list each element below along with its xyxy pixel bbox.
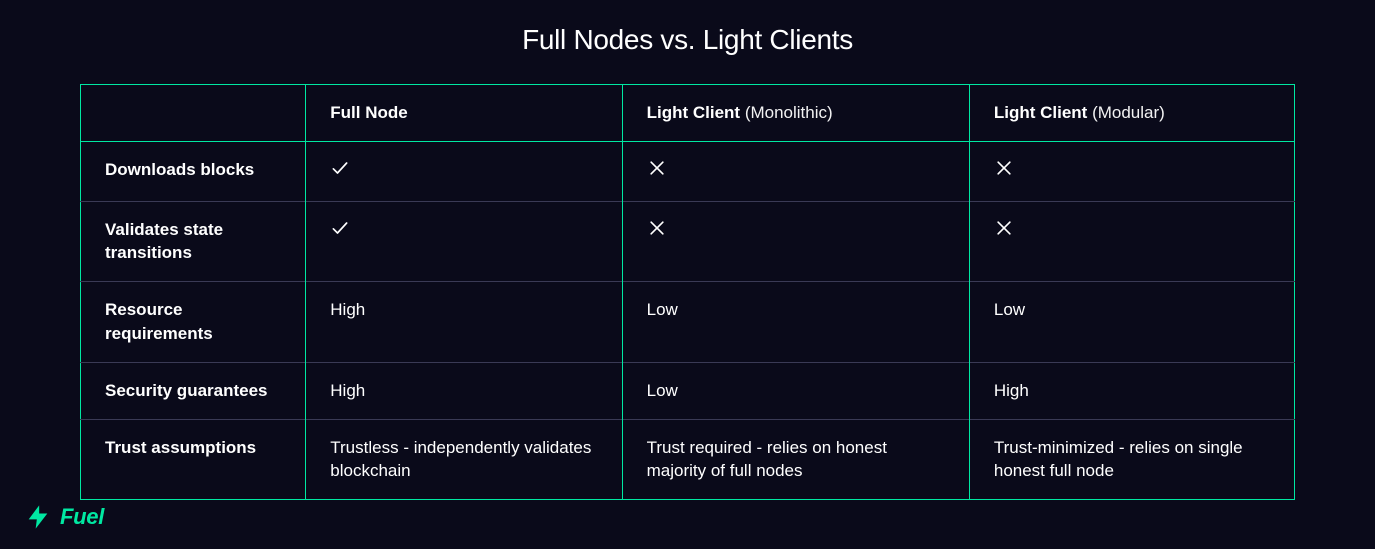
- cross-icon: [994, 163, 1014, 182]
- lightning-bolt-icon: [24, 503, 52, 531]
- page-title: Full Nodes vs. Light Clients: [0, 0, 1375, 84]
- row-cell: High: [306, 282, 622, 363]
- row-cell: Trust required - relies on honest majori…: [622, 419, 969, 500]
- row-label: Validates state transitions: [81, 201, 306, 282]
- table-row: Resource requirementsHighLowLow: [81, 282, 1295, 363]
- check-icon: [330, 223, 350, 242]
- row-label: Security guarantees: [81, 362, 306, 419]
- row-label: Resource requirements: [81, 282, 306, 363]
- comparison-table: Full Node Light Client (Monolithic) Ligh…: [80, 84, 1295, 500]
- table-row: Trust assumptionsTrustless - independent…: [81, 419, 1295, 500]
- cross-icon: [994, 223, 1014, 242]
- header-sub: (Monolithic): [740, 103, 833, 122]
- header-light-client-monolithic: Light Client (Monolithic): [622, 85, 969, 142]
- brand-logo: Fuel: [24, 503, 104, 531]
- row-cell: Low: [622, 362, 969, 419]
- table-row: Downloads blocks: [81, 141, 1295, 201]
- row-cell: High: [306, 362, 622, 419]
- check-icon: [330, 163, 350, 182]
- table-body: Downloads blocksValidates state transiti…: [81, 141, 1295, 499]
- row-label: Downloads blocks: [81, 141, 306, 201]
- comparison-table-wrap: Full Node Light Client (Monolithic) Ligh…: [0, 84, 1375, 500]
- row-cell: Low: [622, 282, 969, 363]
- row-cell: [306, 141, 622, 201]
- table-header-row: Full Node Light Client (Monolithic) Ligh…: [81, 85, 1295, 142]
- table-row: Security guaranteesHighLowHigh: [81, 362, 1295, 419]
- cross-icon: [647, 163, 667, 182]
- header-main: Light Client: [994, 103, 1087, 122]
- header-blank: [81, 85, 306, 142]
- cross-icon: [647, 223, 667, 242]
- row-cell: [622, 141, 969, 201]
- header-light-client-modular: Light Client (Modular): [969, 85, 1294, 142]
- brand-name: Fuel: [60, 504, 104, 530]
- row-cell: [969, 141, 1294, 201]
- row-cell: Trustless - independently validates bloc…: [306, 419, 622, 500]
- header-full-node: Full Node: [306, 85, 622, 142]
- row-cell: [306, 201, 622, 282]
- row-cell: Low: [969, 282, 1294, 363]
- row-cell: [622, 201, 969, 282]
- header-sub: (Modular): [1087, 103, 1164, 122]
- row-cell: High: [969, 362, 1294, 419]
- row-label: Trust assumptions: [81, 419, 306, 500]
- row-cell: Trust-minimized - relies on single hones…: [969, 419, 1294, 500]
- table-row: Validates state transitions: [81, 201, 1295, 282]
- row-cell: [969, 201, 1294, 282]
- header-main: Light Client: [647, 103, 740, 122]
